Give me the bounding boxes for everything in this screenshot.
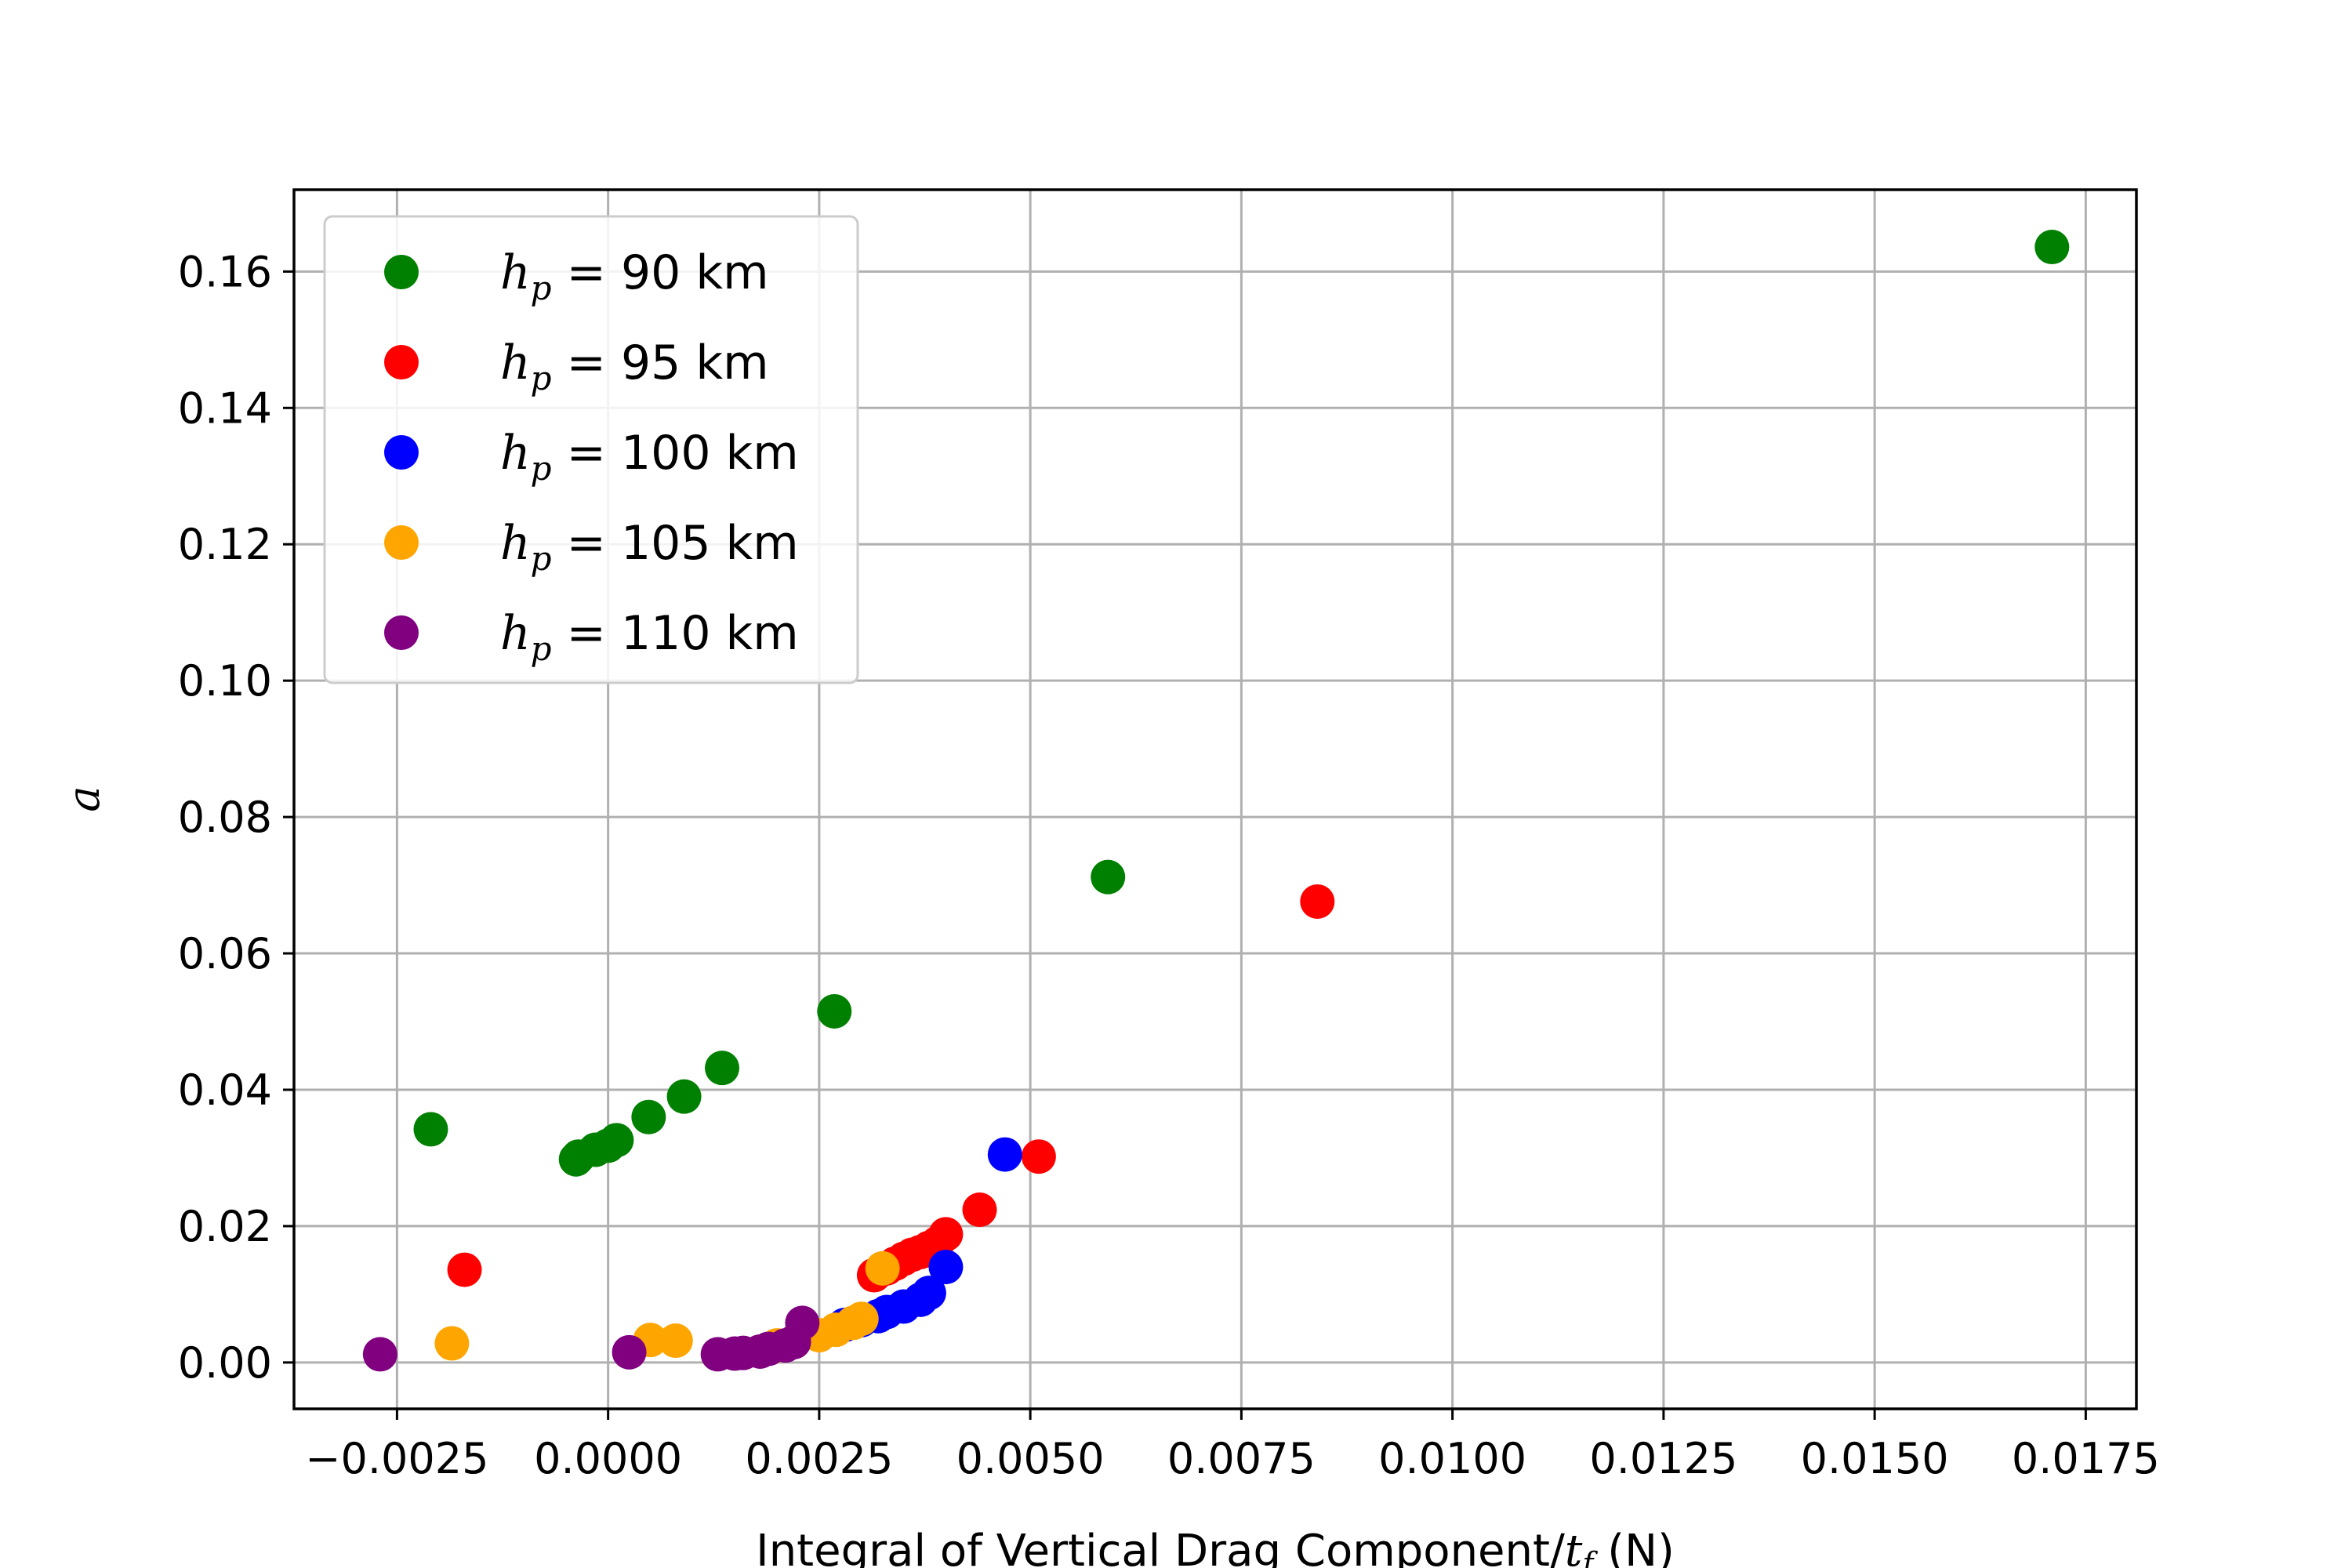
x-tick-label: 0.0050: [956, 1434, 1105, 1483]
y-axis-label: a: [59, 786, 110, 811]
legend-marker: [384, 255, 419, 289]
y-tick-label: 0.14: [178, 383, 272, 433]
legend-marker: [384, 615, 419, 650]
x-tick-label: −0.0025: [305, 1434, 488, 1483]
data-point: [785, 1305, 820, 1341]
legend: hp = 90 km hp = 95 km hp = 100 km hp = 105 …: [323, 215, 859, 684]
data-point: [928, 1250, 964, 1285]
y-tick-label: 0.08: [178, 793, 272, 842]
data-point: [2034, 230, 2070, 265]
x-tick-label: 0.0100: [1378, 1434, 1526, 1483]
data-point: [612, 1334, 647, 1370]
legend-frame: [323, 215, 859, 684]
data-point: [666, 1079, 702, 1114]
y-tick-label: 0.10: [178, 656, 272, 706]
data-point: [962, 1192, 997, 1228]
data-point: [434, 1326, 470, 1361]
legend-marker: [384, 525, 419, 560]
legend-label: hp = 105 km: [500, 516, 799, 578]
legend-label: hp = 110 km: [500, 606, 799, 668]
x-axis-label-math: t: [1565, 1526, 1583, 1568]
plot-frame: [292, 188, 2138, 1410]
data-point: [413, 1112, 448, 1147]
data-point: [928, 1217, 964, 1252]
legend-marker: [384, 435, 419, 470]
data-point: [911, 1276, 946, 1311]
data-point: [447, 1252, 482, 1287]
data-point: [705, 1051, 740, 1086]
legend-marker: [384, 345, 419, 379]
legend-label: hp = 90 km: [500, 245, 769, 307]
x-tick-label: 0.0150: [1801, 1434, 1949, 1483]
data-point: [865, 1250, 900, 1286]
data-point: [987, 1137, 1022, 1172]
x-tick-label: 0.0025: [745, 1434, 893, 1483]
data-point: [844, 1301, 879, 1337]
x-tick-label: 0.0000: [534, 1434, 682, 1483]
data-points: [362, 230, 2070, 1372]
y-tick-label: 0.04: [178, 1065, 272, 1115]
x-tick-label: 0.0075: [1167, 1434, 1316, 1483]
grid: [294, 190, 2136, 1409]
legend-label: hp = 95 km: [500, 336, 769, 397]
x-tick-label: 0.0125: [1589, 1434, 1737, 1483]
axis-ticks: −0.0025 0.0000 0.0025 0.0050 0.0075 0.0100 0.0…: [178, 247, 2160, 1483]
y-tick-label: 0.00: [178, 1338, 272, 1388]
y-tick-label: 0.02: [178, 1202, 272, 1251]
data-point: [1300, 884, 1335, 919]
data-point: [1091, 859, 1126, 895]
data-point: [658, 1323, 693, 1359]
data-point: [1021, 1139, 1056, 1174]
data-point: [599, 1123, 634, 1158]
legend-label: hp = 100 km: [500, 426, 799, 488]
x-axis-label: Integral of Vertical Drag Component/tf (…: [756, 1526, 1675, 1568]
data-point: [631, 1099, 666, 1134]
data-point: [362, 1337, 397, 1372]
x-axis-label-unit: (N): [1593, 1526, 1674, 1568]
y-tick-label: 0.06: [178, 929, 272, 978]
data-point: [817, 993, 852, 1029]
y-tick-label: 0.16: [178, 247, 272, 296]
x-tick-label: 0.0175: [2012, 1434, 2160, 1483]
y-tick-label: 0.12: [178, 520, 272, 569]
